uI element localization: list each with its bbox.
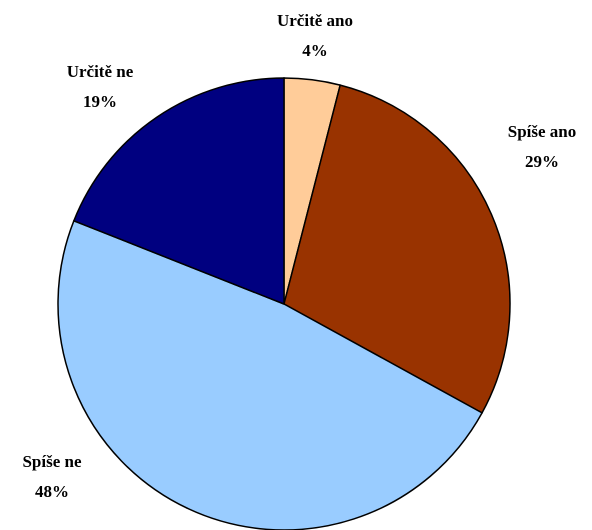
slice-label: Spíše ne [22,452,81,471]
slice-label: Určitě ano [277,11,353,30]
pie-slice [57,219,484,530]
pie-slice [72,77,285,306]
slice-value-label: 29% [525,152,559,171]
slice-value-label: 4% [302,41,328,60]
pie-slice [283,84,511,414]
slice-value-label: 48% [35,482,69,501]
slice-label: Určitě ne [67,62,134,81]
slice-label: Spíše ano [508,122,577,141]
slice-value-label: 19% [83,92,117,111]
